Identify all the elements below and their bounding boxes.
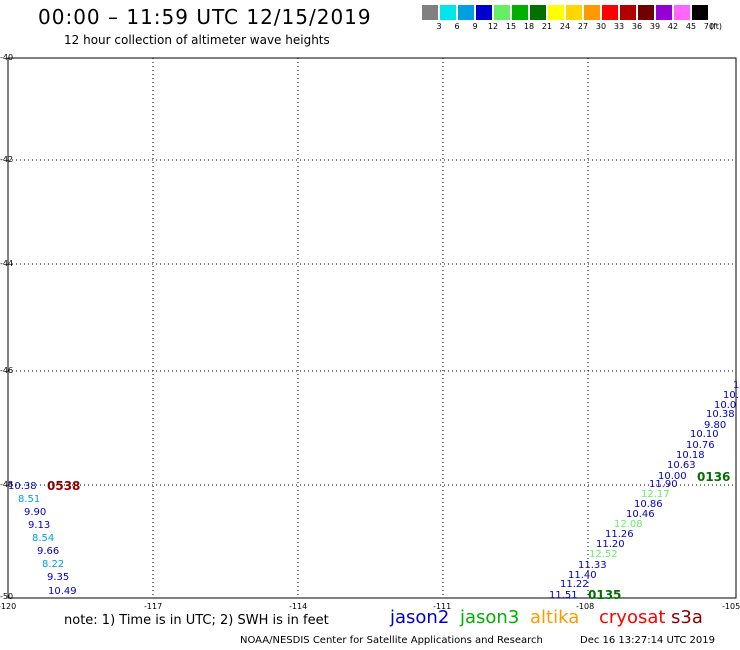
- lon-label: -105: [722, 602, 740, 611]
- wave-height-value: 9.90: [24, 507, 47, 518]
- lon-label: -108: [576, 602, 595, 611]
- satellite-legend-item: cryosat: [599, 607, 666, 628]
- scale-swatch: [494, 5, 510, 20]
- scale-label: 42: [667, 22, 679, 31]
- scale-label: 39: [649, 22, 661, 31]
- scale-swatch: [440, 5, 456, 20]
- scale-unit: (ft): [709, 22, 723, 31]
- scale-swatch: [530, 5, 546, 20]
- footer-organization: NOAA/NESDIS Center for Satellite Applica…: [240, 635, 543, 646]
- scale-swatch: [476, 5, 492, 20]
- scale-label: 36: [631, 22, 643, 31]
- scale-label: 3: [436, 22, 442, 31]
- scale-label: 30: [595, 22, 607, 31]
- satellite-legend-item: s3a: [671, 607, 703, 628]
- scale-label: 21: [541, 22, 553, 31]
- wave-height-value: 8.54: [32, 533, 55, 544]
- scale-swatch: [584, 5, 600, 20]
- satellite-legend-item: jason2: [390, 607, 450, 628]
- footer-note: note: 1) Time is in UTC; 2) SWH is in fe…: [64, 613, 329, 628]
- graticule: [8, 58, 736, 598]
- scale-swatch: [512, 5, 528, 20]
- wave-height-value: 8.51: [18, 494, 41, 505]
- scale-label: 18: [523, 22, 535, 31]
- lat-label: -44: [0, 259, 14, 268]
- wave-height-value: 8.22: [42, 559, 65, 570]
- scale-swatch: [692, 5, 708, 20]
- pass-time-label: 0538: [47, 479, 81, 493]
- scale-label: 33: [613, 22, 625, 31]
- scale-swatch: [620, 5, 636, 20]
- wave-height-value: 10.00: [658, 471, 687, 482]
- lon-label: -117: [144, 602, 163, 611]
- scale-label: 15: [505, 22, 517, 31]
- wave-height-value: 11.90: [649, 479, 678, 490]
- wave-height-value: 10.: [723, 390, 739, 401]
- wave-height-value: 11.20: [596, 539, 625, 550]
- lon-label: -111: [433, 602, 452, 611]
- footer-timestamp: Dec 16 13:27:14 UTC 2019: [580, 635, 715, 646]
- scale-label: 6: [454, 22, 460, 31]
- lat-label: -46: [0, 366, 14, 375]
- scale-label: 45: [685, 22, 697, 31]
- wave-height-value: 11.33: [578, 560, 607, 571]
- wave-height-value: 9.35: [47, 572, 70, 583]
- scale-swatch: [602, 5, 618, 20]
- color-scale-legend: 3 6 9 12 15 18 21 24 27 30 33 36 39 42 45 70 (ft): [422, 4, 728, 34]
- pass-time-label: 0136: [697, 470, 731, 484]
- satellite-legend-item: jason3: [460, 607, 520, 628]
- wave-height-value: 1: [733, 380, 740, 391]
- lat-label: -40: [0, 53, 14, 62]
- lat-label: -42: [0, 155, 14, 164]
- page-title: 00:00 – 11:59 UTC 12/15/2019: [38, 5, 372, 29]
- wave-height-value: 10.63: [667, 460, 696, 471]
- lon-label: -114: [289, 602, 308, 611]
- scale-swatch: [638, 5, 654, 20]
- scale-swatch: [548, 5, 564, 20]
- wave-height-value: 12.08: [614, 519, 643, 530]
- wave-height-value: 10.76: [686, 440, 715, 451]
- wave-height-value: 10.38: [8, 481, 37, 492]
- scale-label: 24: [559, 22, 571, 31]
- wave-height-value: 10.49: [48, 586, 77, 597]
- lat-label: -50: [0, 592, 14, 601]
- wave-height-value: 10.38: [706, 409, 735, 420]
- scale-swatch: [458, 5, 474, 20]
- scale-label: 70: [703, 22, 715, 31]
- page-subtitle: 12 hour collection of altimeter wave hei…: [64, 33, 330, 47]
- wave-height-value: 12.52: [589, 549, 618, 560]
- lon-label: -120: [0, 602, 17, 611]
- wave-height-value: 11.22: [560, 579, 589, 590]
- wave-height-value: 9.13: [28, 520, 51, 531]
- scale-swatch: [422, 5, 438, 20]
- wave-height-value: 9.80: [704, 420, 727, 431]
- wave-height-value: 10.18: [676, 450, 705, 461]
- map-frame: [7, 57, 737, 599]
- lat-label: -48: [0, 480, 14, 489]
- scale-label: 27: [577, 22, 589, 31]
- wave-height-value: 11.51: [549, 590, 578, 601]
- scale-label: 12: [487, 22, 499, 31]
- wave-height-value: 12.17: [641, 489, 670, 500]
- wave-height-value: 11.40: [568, 570, 597, 581]
- wave-height-value: 9.66: [37, 546, 60, 557]
- wave-height-value: 10.86: [634, 499, 663, 510]
- pass-time-label: 0135: [588, 588, 622, 602]
- scale-swatch: [674, 5, 690, 20]
- satellite-legend-item: altika: [530, 607, 580, 628]
- wave-height-value: 11.26: [605, 529, 634, 540]
- scale-swatch: [566, 5, 582, 20]
- wave-height-value: 10.0: [714, 400, 737, 411]
- scale-swatch: [656, 5, 672, 20]
- wave-height-value: 10.46: [626, 509, 655, 520]
- scale-label: 9: [472, 22, 478, 31]
- wave-height-value: 10.10: [690, 429, 719, 440]
